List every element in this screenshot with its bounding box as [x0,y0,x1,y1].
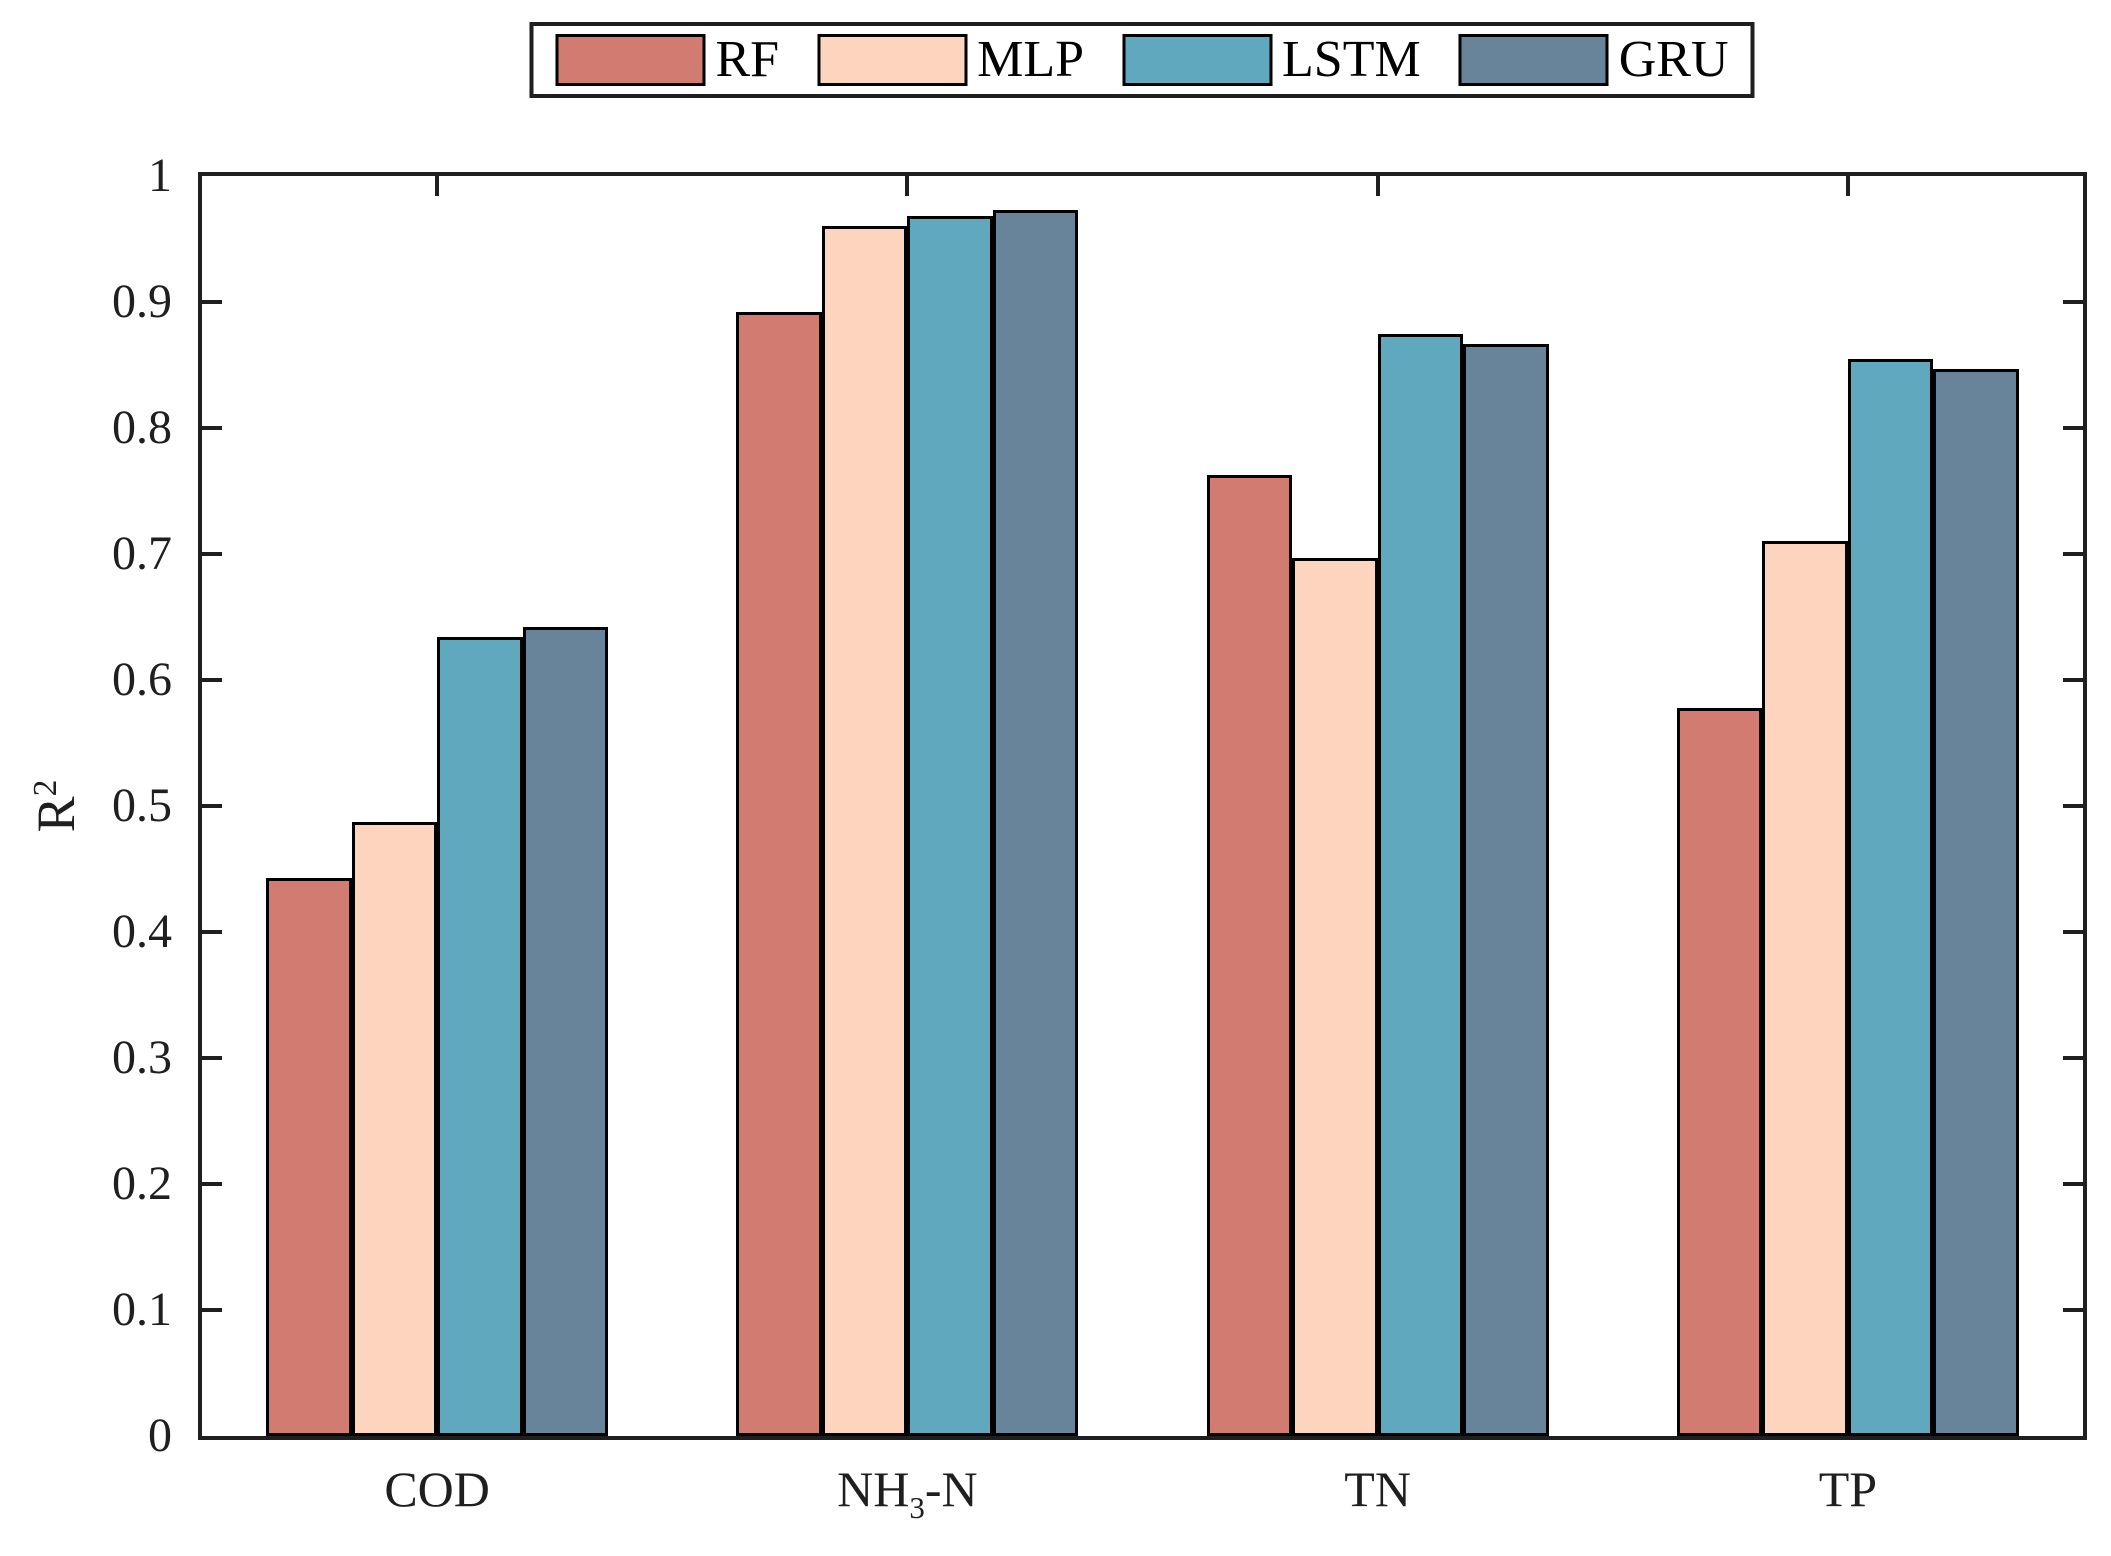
bar-GRU-TP [1933,368,2019,1436]
x-tick-mark [1845,176,1850,196]
y-tick-mark [202,1056,222,1060]
y-tick-mark [2063,1182,2083,1186]
y-tick-mark [202,1308,222,1312]
legend-swatch-RF [555,34,706,86]
y-tick-mark [2063,678,2083,682]
bar-MLP-NH3-N [821,226,908,1436]
y-tick-mark [2063,1056,2083,1060]
plot-area [198,172,2087,1440]
legend-label-GRU: GRU [1618,31,1729,88]
y-tick-mark [2063,552,2083,556]
y-tick-label-1: 1 [148,149,172,202]
y-tick-label-0.3: 0.3 [112,1031,172,1084]
bar-LSTM-COD [437,637,523,1436]
x-tick-mark [435,176,440,196]
plot-inner [202,176,2083,1436]
y-tick-mark [202,930,222,934]
y-tick-label-0.2: 0.2 [112,1157,172,1210]
legend-item-LSTM: LSTM [1122,34,1421,86]
y-tick-mark [202,300,222,304]
bar-LSTM-TN [1377,333,1464,1436]
bar-RF-TN [1206,474,1293,1436]
chart-legend: RF MLP LSTM GRU [529,22,1755,98]
y-tick-label-0.7: 0.7 [112,527,172,580]
legend-item-RF: RF [555,34,779,86]
bar-GRU-COD [522,627,609,1436]
legend-item-GRU: GRU [1458,31,1729,88]
legend-swatch-MLP [817,34,968,86]
bar-MLP-COD [351,822,438,1436]
legend-swatch-GRU [1458,34,1609,86]
y-tick-label-0.5: 0.5 [112,779,172,832]
y-tick-mark [202,552,222,556]
legend-item-MLP: MLP [817,34,1084,86]
legend-label-MLP: MLP [977,31,1085,88]
x-tick-mark [905,176,910,196]
bar-MLP-TN [1292,557,1378,1436]
bar-LSTM-TP [1847,358,1934,1436]
y-tick-mark [202,426,222,430]
y-tick-mark [2063,426,2083,430]
bar-MLP-TP [1762,541,1848,1436]
bar-RF-TP [1676,707,1763,1436]
x-tick-mark [1375,176,1380,196]
y-tick-mark [2063,804,2083,808]
y-tick-label-0.4: 0.4 [112,905,172,958]
bar-LSTM-NH3-N [907,216,993,1436]
legend-swatch-LSTM [1122,34,1273,86]
y-tick-mark [2063,300,2083,304]
y-tick-mark [2063,930,2083,934]
y-tick-mark [202,804,222,808]
legend-label-RF: RF [715,31,780,88]
y-tick-label-0.1: 0.1 [112,1283,172,1336]
bar-GRU-TN [1463,343,1549,1436]
bar-RF-COD [266,877,352,1436]
y-tick-mark [202,1182,222,1186]
x-tick-label-TN: TN [1344,1461,1411,1517]
bar-RF-NH3-N [736,312,822,1436]
y-tick-label-0.8: 0.8 [112,401,172,454]
legend-label-LSTM: LSTM [1282,31,1421,88]
x-tick-label-COD: COD [384,1461,490,1517]
x-tick-label-TP: TP [1818,1461,1878,1517]
y-tick-mark [2063,1308,2083,1312]
x-tick-label-NH3-N: NH3-N [837,1461,978,1525]
bar-GRU-NH3-N [992,210,1079,1436]
y-tick-mark [202,678,222,682]
y-tick-label-0.6: 0.6 [112,653,172,706]
y-tick-label-0.9: 0.9 [112,275,172,328]
y-tick-label-0: 0 [148,1409,172,1462]
